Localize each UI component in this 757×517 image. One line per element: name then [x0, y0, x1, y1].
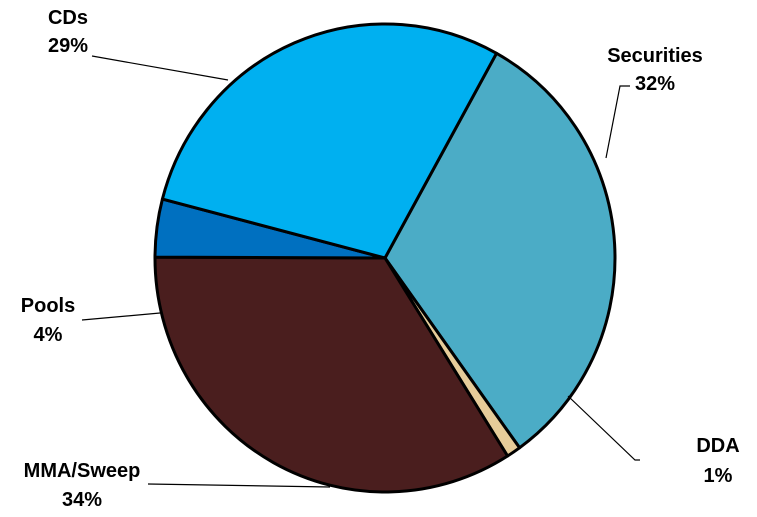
slice-percent-mma-sweep: 34% — [62, 489, 102, 511]
slice-label-mma-sweep: MMA/Sweep — [24, 460, 141, 482]
pie-slice-mma-sweep — [153, 255, 510, 494]
slice-percent-pools: 4% — [34, 324, 63, 346]
slice-percent-cds: 29% — [48, 35, 88, 57]
slice-percent-dda: 1% — [704, 465, 733, 487]
slice-label-dda: DDA — [696, 435, 739, 457]
pie-slices — [153, 22, 617, 494]
slice-labels: Securities 32% DDA 1% MMA/Sweep 34% Pools 4% CDs… — [21, 7, 740, 511]
slice-percent-securities: 32% — [635, 73, 675, 95]
leader-line-mma-sweep — [147, 483, 331, 488]
slice-label-cds: CDs — [48, 7, 88, 29]
leader-lines — [81, 55, 640, 488]
leader-line-securities — [605, 85, 630, 159]
leader-line-dda — [567, 395, 640, 461]
slice-label-securities: Securities — [607, 45, 703, 67]
leader-line-cds — [91, 55, 229, 81]
pie-slice-securities — [383, 51, 617, 450]
slice-label-pools: Pools — [21, 295, 75, 317]
leader-line-pools — [81, 312, 161, 321]
pie-slice-cds — [160, 22, 499, 260]
